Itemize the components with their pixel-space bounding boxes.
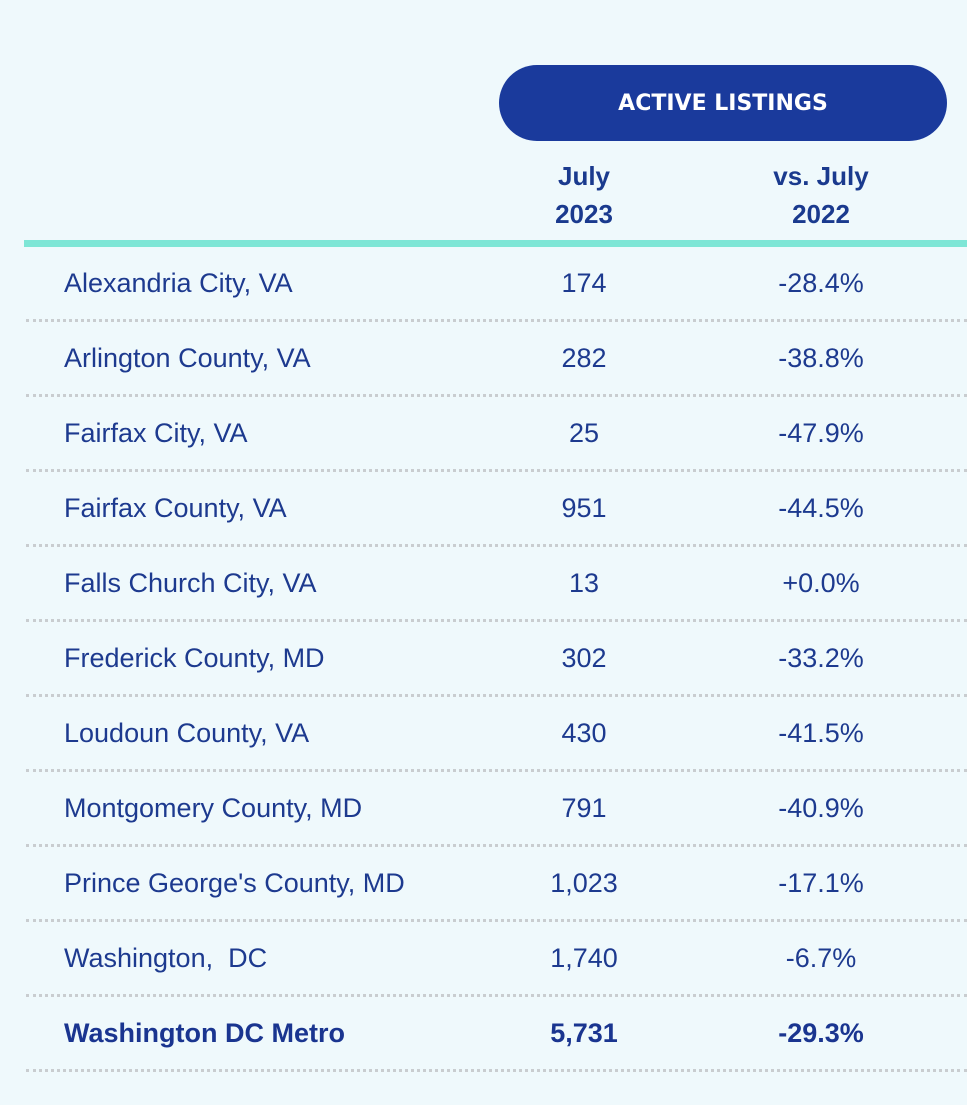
table-row: Alexandria City, VA 174 -28.4% (0, 247, 967, 322)
row-name: Fairfax City, VA (64, 418, 248, 448)
row-name: Washington, DC (64, 943, 268, 973)
row-name: Fairfax County, VA (64, 493, 287, 523)
row-change: -44.5% (778, 493, 864, 523)
row-listings: 25 (568, 418, 600, 448)
row-change: -33.2% (778, 643, 864, 673)
table-row-total: Washington DC Metro 5,731 -29.3% (0, 997, 967, 1072)
row-name: Washington DC Metro (64, 1018, 345, 1048)
column-header-vs-july-2022-line1: vs. July (773, 161, 869, 191)
row-change: +0.0% (782, 568, 860, 598)
column-header-july-2023-line2: 2023 (555, 199, 613, 229)
row-name: Arlington County, VA (64, 343, 311, 373)
active-listings-label: ACTIVE LISTINGS (618, 90, 828, 116)
table-row: Arlington County, VA 282 -38.8% (0, 322, 967, 397)
row-name: Prince George's County, MD (64, 868, 405, 898)
table-row: Prince George's County, MD 1,023 -17.1% (0, 847, 967, 922)
row-listings: 5,731 (550, 1018, 618, 1048)
row-change: -41.5% (778, 718, 864, 748)
row-name: Frederick County, MD (64, 643, 325, 673)
row-change: -38.8% (778, 343, 864, 373)
row-listings: 302 (561, 643, 607, 673)
row-listings: 174 (561, 268, 607, 298)
row-name: Loudoun County, VA (64, 718, 310, 748)
row-name: Alexandria City, VA (64, 268, 293, 298)
row-listings: 282 (561, 343, 607, 373)
column-header-vs-july-2022-line2: 2022 (792, 199, 850, 229)
row-listings: 1,740 (550, 943, 618, 973)
table-row: Fairfax County, VA 951 -44.5% (0, 472, 967, 547)
row-change: -28.4% (778, 268, 864, 298)
table-row: Montgomery County, MD 791 -40.9% (0, 772, 967, 847)
row-listings: 1,023 (550, 868, 618, 898)
row-change: -6.7% (785, 943, 857, 973)
listings-table: Alexandria City, VA 174 -28.4% Arlington… (0, 247, 967, 1072)
table-row: Loudoun County, VA 430 -41.5% (0, 697, 967, 772)
table-row: Fairfax City, VA 25 -47.9% (0, 397, 967, 472)
row-name: Montgomery County, MD (64, 793, 363, 823)
column-header-july-2023: July 2023 (484, 157, 684, 233)
row-listings: 430 (561, 718, 607, 748)
row-name: Falls Church City, VA (64, 568, 317, 598)
row-listings: 791 (561, 793, 607, 823)
column-header-vs-july-2022: vs. July 2022 (721, 157, 921, 233)
active-listings-header-pill: ACTIVE LISTINGS (499, 65, 947, 141)
table-row: Falls Church City, VA 13 +0.0% (0, 547, 967, 622)
row-change: -29.3% (778, 1018, 864, 1048)
column-header-july-2023-line1: July (557, 161, 611, 191)
header-divider (24, 240, 967, 247)
row-change: -40.9% (778, 793, 864, 823)
row-listings: 13 (568, 568, 600, 598)
table-row: Washington, DC 1,740 -6.7% (0, 922, 967, 997)
row-change: -47.9% (778, 418, 864, 448)
row-change: -17.1% (778, 868, 864, 898)
row-listings: 951 (561, 493, 607, 523)
table-row: Frederick County, MD 302 -33.2% (0, 622, 967, 697)
